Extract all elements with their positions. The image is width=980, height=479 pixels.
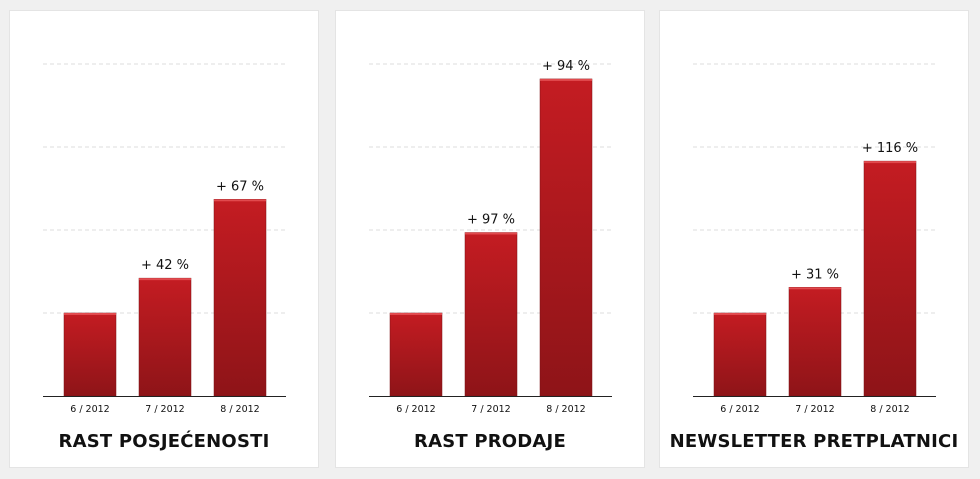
bar-highlight	[714, 313, 766, 315]
bar	[63, 312, 117, 397]
chart-svg-visits: 6 / 2012 + 42 % 7 / 2012 + 67 % 8 / 2012	[43, 63, 286, 415]
chart-panel-sales: 6 / 2012 + 97 % 7 / 2012 + 94 % 8 / 2012 RAS…	[335, 10, 645, 468]
bar	[863, 160, 917, 397]
bar	[213, 199, 267, 397]
tick-label: 8 / 2012	[870, 404, 909, 415]
bar	[539, 78, 593, 397]
tick-label: 7 / 2012	[471, 404, 510, 415]
data-label: + 116 %	[862, 141, 918, 156]
chart-title: NEWSLETTER PRETPLATNICI	[669, 431, 959, 452]
tick-label: 6 / 2012	[720, 404, 759, 415]
bar-highlight	[540, 78, 592, 81]
bar-highlight	[390, 313, 442, 315]
tick-label: 6 / 2012	[70, 404, 109, 415]
bar-highlight	[864, 161, 916, 164]
data-label: + 67 %	[216, 179, 264, 194]
chart-title: RAST POSJEĆENOSTI	[58, 431, 270, 452]
bar	[788, 287, 842, 397]
bar	[713, 312, 767, 397]
chart-panel-newsletter: 6 / 2012 + 31 % 7 / 2012 + 116 % 8 / 2012 NE…	[659, 10, 969, 468]
data-label: + 31 %	[791, 267, 839, 282]
bar	[138, 277, 192, 397]
bar-highlight	[465, 232, 517, 235]
bar	[389, 312, 443, 397]
tick-label: 7 / 2012	[145, 404, 184, 415]
data-label: + 97 %	[467, 212, 515, 227]
bar-highlight	[214, 199, 266, 202]
tick-label: 8 / 2012	[546, 404, 585, 415]
tick-label: 8 / 2012	[220, 404, 259, 415]
bar-highlight	[139, 278, 191, 281]
tick-label: 7 / 2012	[795, 404, 834, 415]
chart-svg-newsletter: 6 / 2012 + 31 % 7 / 2012 + 116 % 8 / 2012	[693, 63, 936, 415]
chart-panel-visits: 6 / 2012 + 42 % 7 / 2012 + 67 % 8 / 2012 RAS…	[9, 10, 319, 468]
data-label: + 42 %	[141, 258, 189, 273]
chart-title: RAST PRODAJE	[414, 431, 566, 452]
chart-svg-sales: 6 / 2012 + 97 % 7 / 2012 + 94 % 8 / 2012	[369, 59, 612, 415]
data-label: + 94 %	[542, 59, 590, 74]
bar-highlight	[789, 287, 841, 290]
bar-highlight	[64, 313, 116, 315]
bar	[464, 232, 518, 397]
tick-label: 6 / 2012	[396, 404, 435, 415]
